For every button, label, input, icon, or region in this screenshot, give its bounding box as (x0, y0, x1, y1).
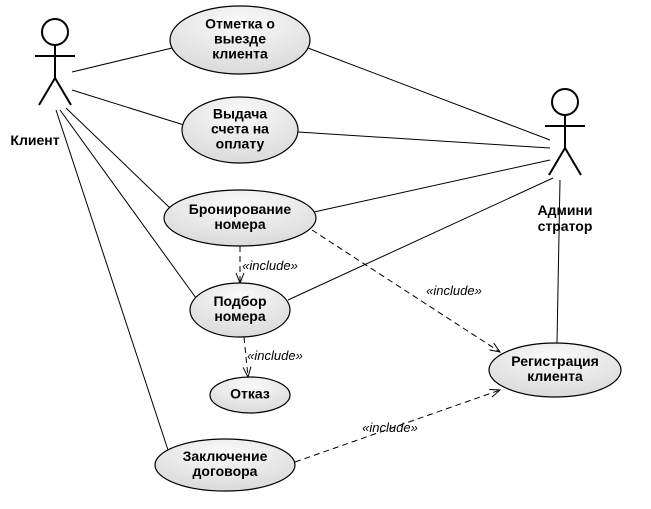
usecase-label: номера (214, 216, 266, 232)
usecase-label: счета на (211, 121, 269, 137)
actor-client-label: Клиент (10, 132, 59, 148)
actor-admin: Администратор (537, 89, 592, 234)
association-edge (72, 48, 172, 72)
usecase-label: Отметка о (205, 16, 275, 32)
actor-admin-label: стратор (538, 218, 593, 234)
usecase-label: номера (214, 308, 266, 324)
associations-layer (56, 48, 560, 450)
actor-client: Клиент (10, 19, 75, 148)
usecase-label: Заключение (183, 448, 268, 464)
usecase-label: Регистрация (511, 353, 599, 369)
association-edge (66, 108, 170, 208)
usecase-uc5: Отказ (210, 377, 290, 413)
usecase-uc2: Выдачасчета наоплату (182, 97, 298, 163)
include-label: «include» (426, 283, 482, 298)
usecase-label: оплату (216, 136, 265, 152)
usecase-uc4: Подборномера (190, 283, 290, 337)
association-edge (288, 178, 553, 300)
include-label: «include» (362, 420, 418, 435)
association-edge (56, 110, 168, 450)
usecase-diagram: «include» «include» «include» «include» Отм… (0, 0, 651, 509)
usecase-uc6: Заключениедоговора (155, 439, 295, 491)
usecase-label: выезде (214, 31, 266, 47)
usecase-label: Отказ (230, 386, 270, 402)
usecase-label: Выдача (213, 106, 268, 122)
dependencies-layer: «include» «include» «include» «include» (240, 230, 500, 462)
association-edge (298, 132, 550, 148)
include-label: «include» (242, 258, 298, 273)
association-edge (308, 48, 550, 140)
usecase-label: Подбор (213, 293, 266, 309)
usecase-uc7: Регистрацияклиента (489, 343, 621, 397)
usecase-label: клиента (212, 46, 268, 62)
association-edge (314, 160, 550, 212)
usecase-label: Бронирование (189, 201, 292, 217)
usecase-uc1: Отметка овыездеклиента (170, 6, 310, 74)
usecase-label: клиента (527, 368, 583, 384)
usecase-label: договора (193, 463, 258, 479)
usecase-uc3: Бронированиеномера (164, 190, 316, 246)
include-label: «include» (247, 348, 303, 363)
actor-admin-label: Админи (537, 202, 592, 218)
association-edge (72, 90, 184, 125)
